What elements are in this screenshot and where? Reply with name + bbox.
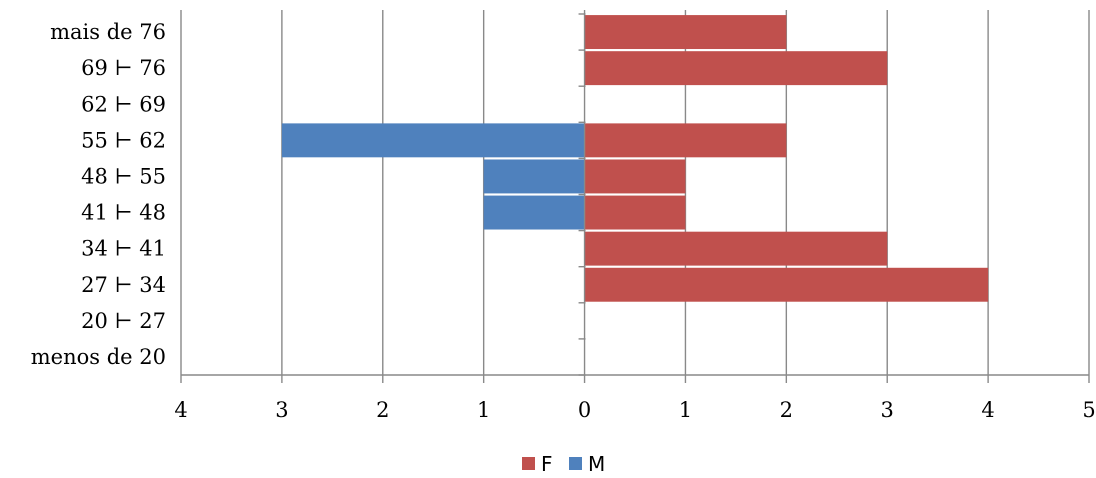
legend-swatch-m [569, 457, 582, 470]
bar-f-3 [584, 123, 787, 158]
category-label: 69 ⊢ 76 [81, 56, 166, 80]
x-tick-label: 1 [477, 398, 490, 422]
x-tick-label: 2 [780, 398, 793, 422]
axes-group [180, 10, 1090, 383]
category-label: menos de 20 [31, 345, 166, 369]
x-tick-label: 3 [881, 398, 894, 422]
bar-f-5 [584, 195, 686, 230]
x-tick-label: 0 [578, 398, 591, 422]
x-tick-label: 3 [275, 398, 288, 422]
legend-label-m: M [588, 452, 605, 476]
bar-m-4 [483, 159, 585, 194]
category-label: 34 ⊢ 41 [81, 237, 166, 261]
category-label: 62 ⊢ 69 [81, 92, 166, 116]
category-label: 41 ⊢ 48 [81, 201, 166, 225]
bar-f-1 [584, 51, 888, 86]
category-labels: mais de 76 69 ⊢ 76 62 ⊢ 69 55 ⊢ 62 48 ⊢ 55 41… [31, 20, 166, 369]
category-label: 48 ⊢ 55 [81, 164, 166, 188]
bar-f-0 [584, 15, 787, 50]
x-tick-label: 2 [376, 398, 389, 422]
legend-label-f: F [541, 452, 553, 476]
category-label: 55 ⊢ 62 [81, 128, 166, 152]
bars-group [281, 15, 989, 302]
bar-f-4 [584, 159, 686, 194]
category-label: 20 ⊢ 27 [81, 309, 166, 333]
legend-swatch-f [522, 457, 535, 470]
category-label: mais de 76 [50, 20, 166, 44]
bar-f-6 [584, 231, 888, 266]
bar-m-3 [281, 123, 585, 158]
bar-f-7 [584, 267, 989, 302]
bar-m-5 [483, 195, 585, 230]
x-tick-labels: 4 3 2 1 0 1 2 3 4 5 [174, 398, 1095, 422]
x-tick-label: 5 [1082, 398, 1095, 422]
category-label: 27 ⊢ 34 [81, 273, 166, 297]
x-tick-label: 4 [174, 398, 187, 422]
x-tick-label: 1 [679, 398, 692, 422]
x-tick-label: 4 [981, 398, 994, 422]
